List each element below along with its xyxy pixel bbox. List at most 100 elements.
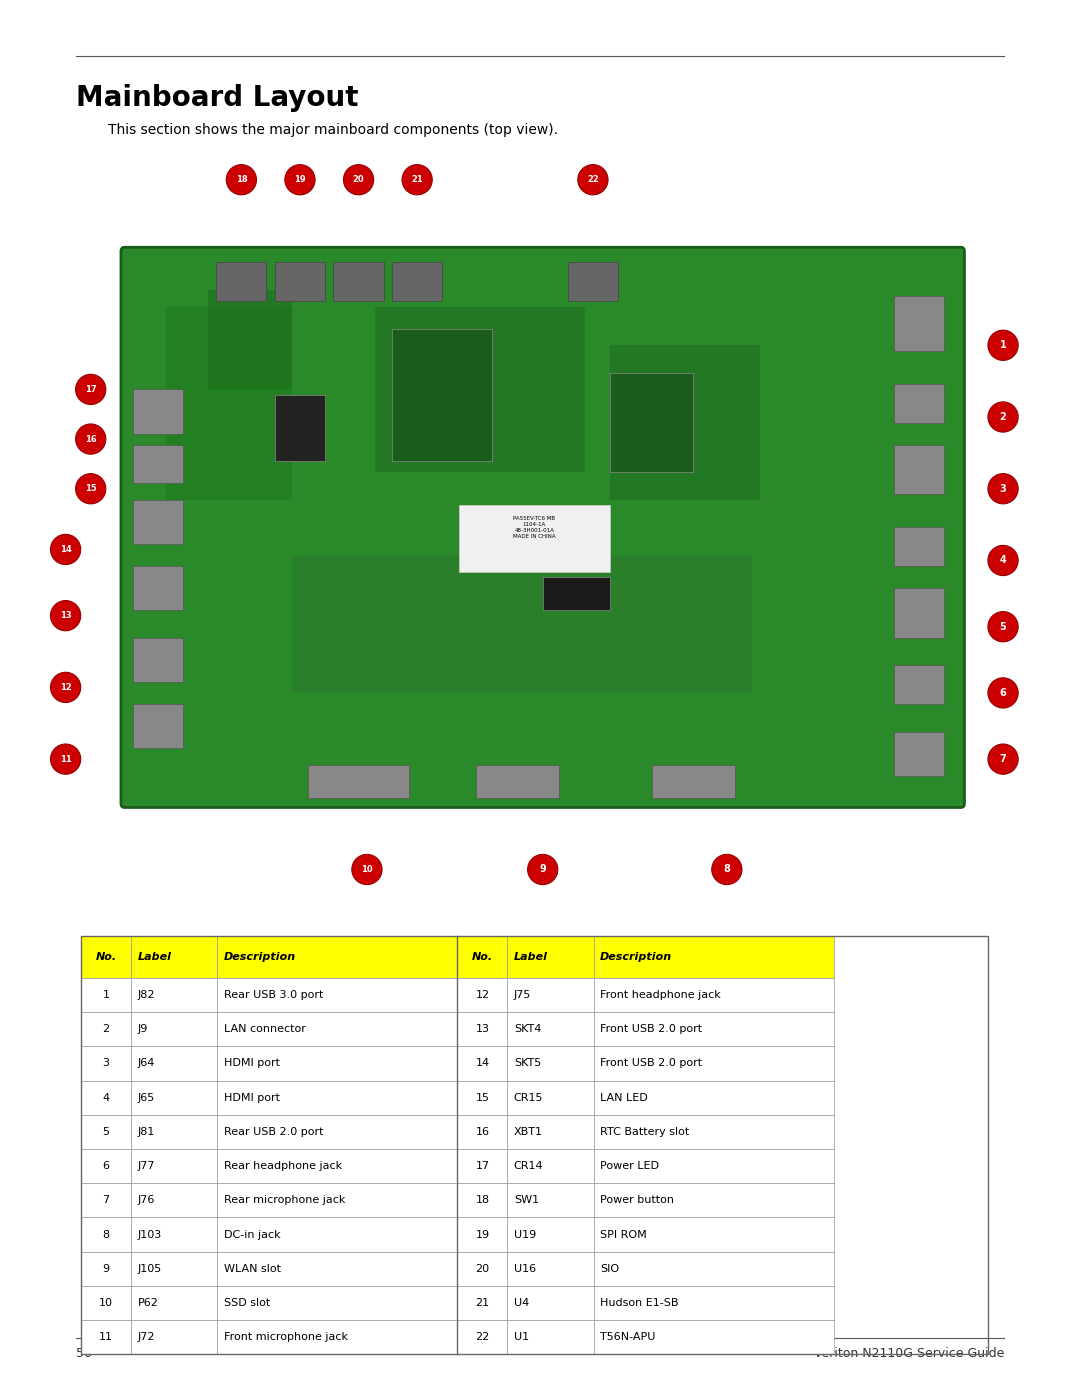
Bar <box>651 764 735 798</box>
Text: No.: No. <box>95 951 117 963</box>
Text: 16: 16 <box>475 1127 489 1137</box>
Text: P62: P62 <box>137 1298 159 1308</box>
Text: 9: 9 <box>103 1264 109 1274</box>
Text: SW1: SW1 <box>514 1196 539 1206</box>
Text: DC-in jack: DC-in jack <box>224 1229 280 1239</box>
Text: LAN LED: LAN LED <box>600 1092 648 1102</box>
Text: 7: 7 <box>1000 754 1007 764</box>
Text: SPI ROM: SPI ROM <box>600 1229 647 1239</box>
Bar <box>894 665 945 704</box>
Bar <box>894 444 945 495</box>
Text: No.: No. <box>472 951 492 963</box>
Text: 13: 13 <box>475 1024 489 1034</box>
Text: U16: U16 <box>514 1264 536 1274</box>
Bar <box>508 1252 594 1285</box>
Text: This section shows the major mainboard components (top view).: This section shows the major mainboard c… <box>108 123 558 137</box>
Text: Label: Label <box>137 951 172 963</box>
Text: 17: 17 <box>475 1161 489 1171</box>
Bar <box>508 1148 594 1183</box>
Text: 14: 14 <box>59 545 71 555</box>
Text: 4: 4 <box>103 1092 109 1102</box>
Text: J9: J9 <box>137 1024 148 1034</box>
Bar <box>217 1252 458 1285</box>
Text: WLAN slot: WLAN slot <box>224 1264 281 1274</box>
Bar <box>133 500 183 543</box>
Bar <box>217 1285 458 1320</box>
Text: XBT1: XBT1 <box>514 1127 543 1137</box>
Ellipse shape <box>352 855 382 884</box>
Ellipse shape <box>285 165 315 194</box>
Bar <box>458 936 508 978</box>
Text: J75: J75 <box>514 990 531 1000</box>
Ellipse shape <box>76 474 106 504</box>
Text: T56N-APU: T56N-APU <box>600 1333 656 1343</box>
Text: 5: 5 <box>1000 622 1007 631</box>
FancyBboxPatch shape <box>121 247 964 807</box>
Bar <box>81 1183 131 1217</box>
Text: U4: U4 <box>514 1298 529 1308</box>
Bar <box>131 978 217 1011</box>
Text: SKT5: SKT5 <box>514 1059 541 1069</box>
Bar <box>217 978 458 1011</box>
Text: 9: 9 <box>539 865 546 875</box>
Ellipse shape <box>988 545 1018 576</box>
Bar <box>166 307 292 500</box>
Text: 5: 5 <box>103 1127 109 1137</box>
Bar <box>217 1046 458 1081</box>
Bar <box>133 704 183 749</box>
Bar <box>81 1081 131 1115</box>
Bar <box>131 1011 217 1046</box>
Text: 16: 16 <box>85 434 96 444</box>
Bar <box>894 528 945 566</box>
Bar <box>594 1217 834 1252</box>
Text: Power LED: Power LED <box>600 1161 659 1171</box>
Text: 22: 22 <box>475 1333 489 1343</box>
Bar <box>594 1046 834 1081</box>
Ellipse shape <box>712 855 742 884</box>
Bar <box>131 1217 217 1252</box>
Bar <box>458 978 508 1011</box>
Bar <box>81 936 131 978</box>
Bar <box>217 1115 458 1148</box>
Text: 11: 11 <box>99 1333 113 1343</box>
Bar <box>309 764 409 798</box>
Bar <box>274 263 325 302</box>
Bar <box>216 263 267 302</box>
Text: 7: 7 <box>103 1196 109 1206</box>
Text: 8: 8 <box>103 1229 109 1239</box>
Bar <box>81 1046 131 1081</box>
Text: Description: Description <box>600 951 672 963</box>
Ellipse shape <box>988 745 1018 774</box>
Bar <box>81 978 131 1011</box>
Text: Power button: Power button <box>600 1196 674 1206</box>
Bar <box>217 936 458 978</box>
Text: U19: U19 <box>514 1229 536 1239</box>
Text: J81: J81 <box>137 1127 154 1137</box>
Ellipse shape <box>227 165 257 194</box>
Text: 20: 20 <box>353 175 364 184</box>
Text: 10: 10 <box>361 865 373 875</box>
Bar <box>81 1115 131 1148</box>
Ellipse shape <box>988 678 1018 708</box>
Bar <box>133 637 183 682</box>
Text: Rear USB 2.0 port: Rear USB 2.0 port <box>224 1127 323 1137</box>
Ellipse shape <box>988 474 1018 504</box>
Bar <box>508 1046 594 1081</box>
Bar <box>133 444 183 483</box>
Bar <box>508 1011 594 1046</box>
Ellipse shape <box>988 402 1018 432</box>
Bar <box>131 1148 217 1183</box>
Text: 22: 22 <box>588 175 598 184</box>
Bar <box>508 1081 594 1115</box>
Ellipse shape <box>51 534 81 564</box>
Text: J103: J103 <box>137 1229 162 1239</box>
Bar <box>458 1252 508 1285</box>
Text: RTC Battery slot: RTC Battery slot <box>600 1127 689 1137</box>
Text: Rear headphone jack: Rear headphone jack <box>224 1161 341 1171</box>
Bar <box>894 384 945 422</box>
Ellipse shape <box>988 612 1018 641</box>
Text: J82: J82 <box>137 990 154 1000</box>
Text: HDMI port: HDMI port <box>224 1059 280 1069</box>
Text: 21: 21 <box>411 175 423 184</box>
Text: J105: J105 <box>137 1264 162 1274</box>
